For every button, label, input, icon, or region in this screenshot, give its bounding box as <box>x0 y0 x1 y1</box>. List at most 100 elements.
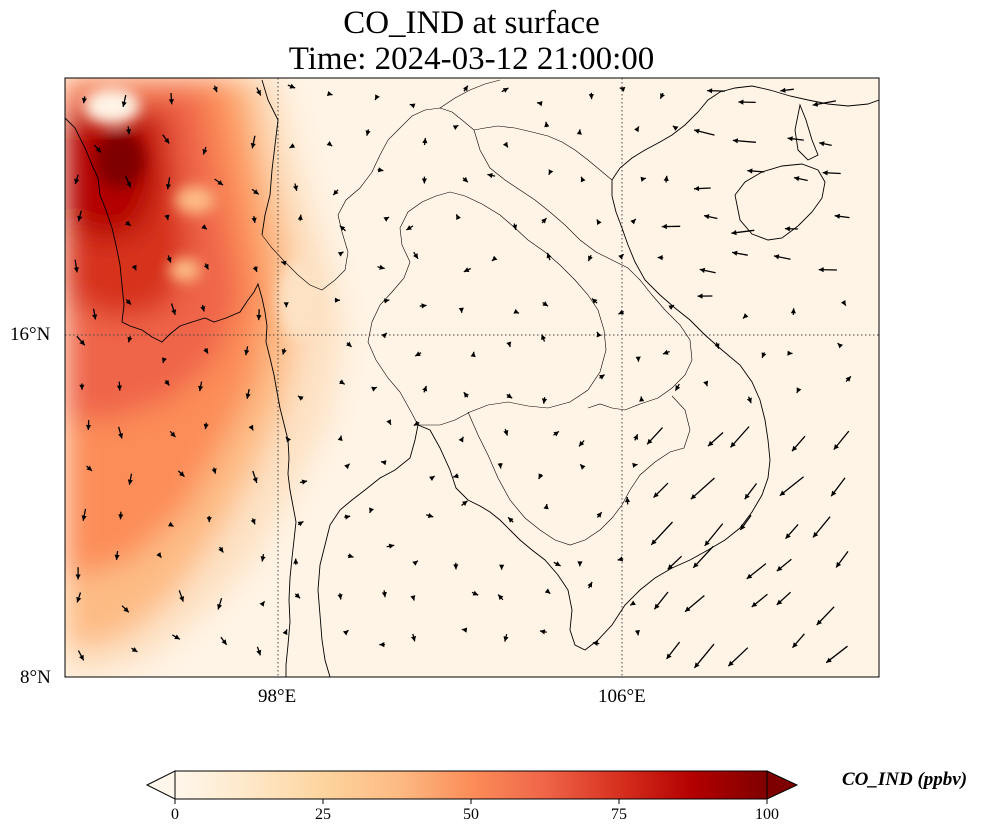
wind-vector-head <box>591 298 598 304</box>
wind-vector-head <box>252 266 258 272</box>
wind-vector-head <box>346 341 352 347</box>
wind-vector-head <box>667 564 674 570</box>
wind-vector-head <box>375 94 380 100</box>
wind-vector-head <box>411 635 417 642</box>
wind-vector-head <box>123 607 129 613</box>
colorbar-extend-high <box>766 770 799 800</box>
wind-vector-head <box>744 493 750 500</box>
wind-vector-head <box>732 250 738 256</box>
wind-vector-head <box>836 561 842 568</box>
wind-vector-head <box>251 217 257 223</box>
wind-vector-head <box>816 619 822 625</box>
wind-vector-head <box>743 313 749 319</box>
wind-vector-head <box>381 332 387 339</box>
wind-vector-head <box>826 657 832 663</box>
wind-vector-head <box>168 99 174 105</box>
wind-vectors <box>73 83 852 669</box>
wind-vector-head <box>79 384 85 390</box>
wind-vector-head <box>165 184 171 190</box>
wind-vector-head <box>707 88 713 94</box>
wind-vector-head <box>845 376 851 382</box>
wind-vector-head <box>630 600 636 606</box>
wind-vector-head <box>217 180 223 186</box>
wind-vector-head <box>576 129 582 135</box>
wind-vector-head <box>831 490 837 497</box>
wind-vector-head <box>579 440 585 447</box>
wind-vector-head <box>653 492 659 498</box>
wind-vector-head <box>206 517 212 523</box>
wind-vector-head <box>837 343 843 349</box>
wind-vector-head <box>544 121 550 128</box>
wind-vector-head <box>174 634 180 640</box>
wind-vector-head <box>198 385 204 392</box>
wind-vector-head <box>79 339 85 346</box>
wind-vector-head <box>179 471 185 477</box>
wind-vector-head <box>260 556 266 562</box>
wind-vector-head <box>378 167 384 173</box>
wind-vector-head <box>640 176 646 182</box>
colorbar <box>145 770 799 804</box>
wind-vector-head <box>647 438 653 445</box>
wind-vector-head <box>751 601 758 607</box>
wind-vector-head <box>339 379 345 385</box>
wind-vector-head <box>339 225 346 231</box>
wind-vector-head <box>381 591 387 598</box>
wind-vector-head <box>289 83 296 89</box>
wind-vector-head <box>663 175 669 182</box>
wind-vector-head <box>596 512 602 518</box>
wind-vector-head <box>337 251 344 257</box>
wind-vector-head <box>131 264 137 271</box>
wind-vector-head <box>81 515 87 521</box>
wind-vector-head <box>347 553 354 559</box>
colorbar-tick-100: 100 <box>755 806 779 823</box>
wind-vector-head <box>694 128 700 134</box>
wind-vector-head <box>785 533 791 539</box>
wind-vector-head <box>508 517 514 523</box>
wind-vector-head <box>92 314 98 320</box>
wind-vector-head <box>746 397 752 404</box>
wind-vector-head <box>651 539 657 545</box>
wind-vector-head <box>281 349 287 355</box>
wind-vector-head <box>212 86 218 93</box>
wind-vector-head <box>792 445 798 452</box>
wind-vector-head <box>630 219 636 225</box>
wind-vector-head <box>639 396 645 402</box>
y-tick-label-16n: 16°N <box>10 324 51 345</box>
wind-vector-head <box>388 543 395 549</box>
wind-vector-head <box>470 351 476 358</box>
wind-vector-head <box>415 351 421 357</box>
wind-vector-head <box>818 267 824 273</box>
wind-vector-head <box>657 255 663 261</box>
wind-vector-head <box>822 170 828 176</box>
wind-vector-head <box>337 594 343 600</box>
wind-vector-head <box>675 385 681 391</box>
wind-vector-head <box>776 599 783 605</box>
colorbar-extend-low <box>145 770 176 800</box>
wind-vector-head <box>335 297 340 303</box>
wind-vector-head <box>618 309 624 315</box>
wind-vector-head <box>840 300 846 306</box>
wind-vector-head <box>544 588 551 594</box>
colorbar-tick-50: 50 <box>463 806 479 823</box>
wind-vector-head <box>429 476 435 481</box>
wind-vector-head <box>773 254 780 260</box>
wind-vector-head <box>499 564 505 570</box>
wind-vector-head <box>588 255 593 262</box>
wind-vector-head <box>252 477 258 483</box>
wind-vector-head <box>75 574 81 580</box>
wind-vector-head <box>125 299 132 305</box>
wind-vector-head <box>699 267 706 273</box>
wind-vector-head <box>409 103 416 109</box>
wind-vector-head <box>365 130 371 136</box>
wind-vector <box>779 476 805 497</box>
wind-vector-head <box>244 349 250 356</box>
wind-vector-head <box>462 176 468 183</box>
wind-vector-head <box>203 348 208 354</box>
wind-vector-head <box>542 301 548 307</box>
wind-vector-head <box>792 642 798 648</box>
colorbar-tick-75: 75 <box>611 806 627 823</box>
wind-vector-head <box>633 434 638 440</box>
wind-vector-head <box>685 606 691 612</box>
wind-vector-head <box>86 465 92 471</box>
